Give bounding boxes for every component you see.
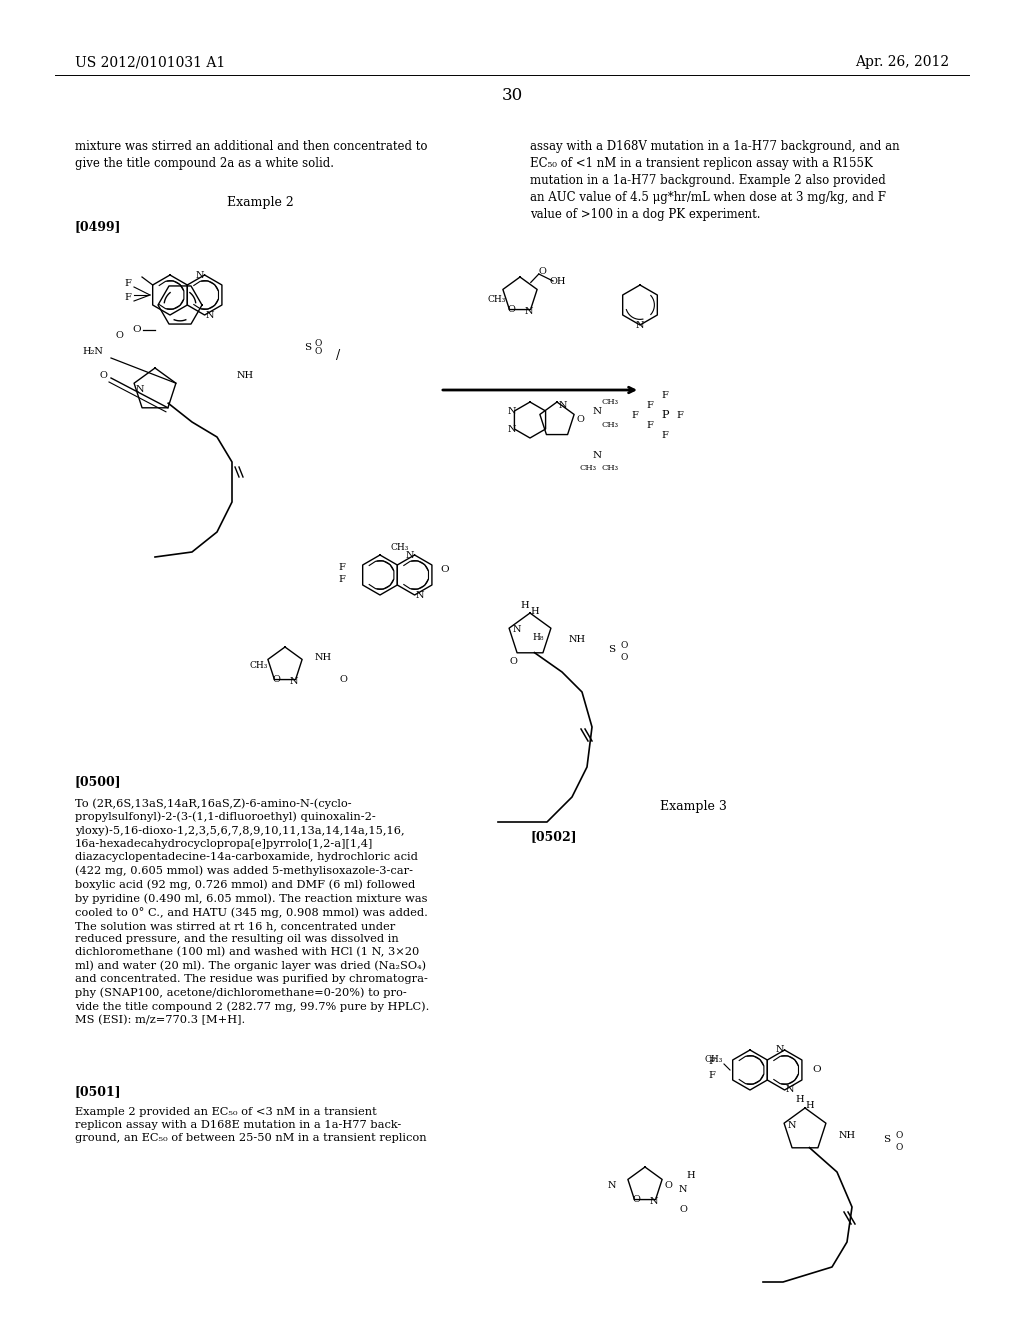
Text: F: F <box>125 293 131 301</box>
Text: Example 2 provided an EC₅₀ of <3 nM in a transient
replicon assay with a D168E m: Example 2 provided an EC₅₀ of <3 nM in a… <box>75 1107 427 1143</box>
Text: H: H <box>687 1171 695 1180</box>
Text: F: F <box>125 279 131 288</box>
Text: N: N <box>206 310 214 319</box>
Text: H₈: H₈ <box>532 632 544 642</box>
Text: CH₃: CH₃ <box>391 543 410 552</box>
Text: CH₃: CH₃ <box>487 296 506 305</box>
Text: F: F <box>339 562 345 572</box>
Text: F: F <box>677 411 683 420</box>
Text: N: N <box>508 407 516 416</box>
Text: F: F <box>646 421 653 429</box>
Text: O: O <box>621 652 628 661</box>
Text: [0499]: [0499] <box>75 220 122 234</box>
Text: S: S <box>304 343 311 352</box>
Text: N: N <box>508 425 516 433</box>
Text: O: O <box>133 326 141 334</box>
Text: O: O <box>632 1195 640 1204</box>
Text: N: N <box>785 1085 794 1094</box>
Text: N: N <box>593 450 601 459</box>
Text: mixture was stirred an additional and then concentrated to
give the title compou: mixture was stirred an additional and th… <box>75 140 427 170</box>
Text: N: N <box>593 408 601 417</box>
Text: O: O <box>440 565 449 574</box>
Text: N: N <box>650 1197 658 1205</box>
Text: [0501]: [0501] <box>75 1085 122 1098</box>
Text: O: O <box>314 338 322 347</box>
Text: N: N <box>679 1185 687 1195</box>
Text: O: O <box>339 676 347 685</box>
Text: O: O <box>664 1180 672 1189</box>
Text: O: O <box>314 347 322 356</box>
Text: H: H <box>806 1101 814 1110</box>
Text: [0500]: [0500] <box>75 775 122 788</box>
Text: CH₃: CH₃ <box>601 465 618 473</box>
Text: O: O <box>509 657 517 667</box>
Text: CH₃: CH₃ <box>705 1056 723 1064</box>
Text: H: H <box>520 601 529 610</box>
Text: To (2R,6S,13aS,14aR,16aS,Z)-6-amino-N-(cyclo-
propylsulfonyl)-2-(3-(1,1-difluoro: To (2R,6S,13aS,14aR,16aS,Z)-6-amino-N-(c… <box>75 799 429 1026</box>
Text: N: N <box>416 590 424 599</box>
Text: NH: NH <box>314 652 332 661</box>
Text: O: O <box>577 416 584 425</box>
Text: Example 2: Example 2 <box>226 195 293 209</box>
Text: N: N <box>775 1045 783 1055</box>
Text: F: F <box>709 1071 716 1080</box>
Text: O: O <box>679 1205 687 1214</box>
Text: H: H <box>796 1096 804 1105</box>
Text: N: N <box>513 626 521 635</box>
Text: CH₃: CH₃ <box>601 421 618 429</box>
Text: CH₃: CH₃ <box>601 399 618 407</box>
Text: F: F <box>339 576 345 585</box>
Text: F: F <box>646 400 653 409</box>
Text: CH₃: CH₃ <box>250 660 268 669</box>
Text: assay with a D168V mutation in a 1a-H77 background, and an
EC₅₀ of <1 nM in a tr: assay with a D168V mutation in a 1a-H77 … <box>530 140 900 220</box>
Text: US 2012/0101031 A1: US 2012/0101031 A1 <box>75 55 225 69</box>
Text: Example 3: Example 3 <box>660 800 727 813</box>
Text: O: O <box>115 330 123 339</box>
Text: O: O <box>621 640 628 649</box>
Text: O: O <box>539 268 547 276</box>
Text: [0502]: [0502] <box>530 830 577 843</box>
Text: F: F <box>662 430 669 440</box>
Text: F: F <box>662 391 669 400</box>
Text: N: N <box>406 550 414 560</box>
Text: N: N <box>787 1121 796 1130</box>
Text: NH: NH <box>568 635 586 644</box>
Text: N: N <box>558 401 566 411</box>
Text: O: O <box>895 1143 903 1152</box>
Text: O: O <box>507 305 515 314</box>
Text: O: O <box>895 1130 903 1139</box>
Text: N: N <box>524 306 534 315</box>
Text: /: / <box>336 348 340 362</box>
Text: S: S <box>884 1135 891 1144</box>
Text: 30: 30 <box>502 87 522 103</box>
Text: NH: NH <box>839 1130 856 1139</box>
Text: NH: NH <box>237 371 254 380</box>
Text: N: N <box>636 321 644 330</box>
Text: O: O <box>99 371 106 380</box>
Text: O: O <box>272 675 280 684</box>
Text: F: F <box>709 1057 716 1067</box>
Text: CH₃: CH₃ <box>580 465 597 473</box>
Text: O: O <box>812 1065 821 1074</box>
Text: OH: OH <box>550 276 566 285</box>
Text: N: N <box>135 385 143 395</box>
Text: H: H <box>530 606 540 615</box>
Text: S: S <box>608 645 615 655</box>
Text: P: P <box>662 411 669 420</box>
Text: N: N <box>196 271 204 280</box>
Text: F: F <box>632 411 638 420</box>
Text: Apr. 26, 2012: Apr. 26, 2012 <box>855 55 949 69</box>
Text: N: N <box>608 1180 616 1189</box>
Text: H₂N: H₂N <box>83 347 103 356</box>
Text: N: N <box>290 677 298 685</box>
